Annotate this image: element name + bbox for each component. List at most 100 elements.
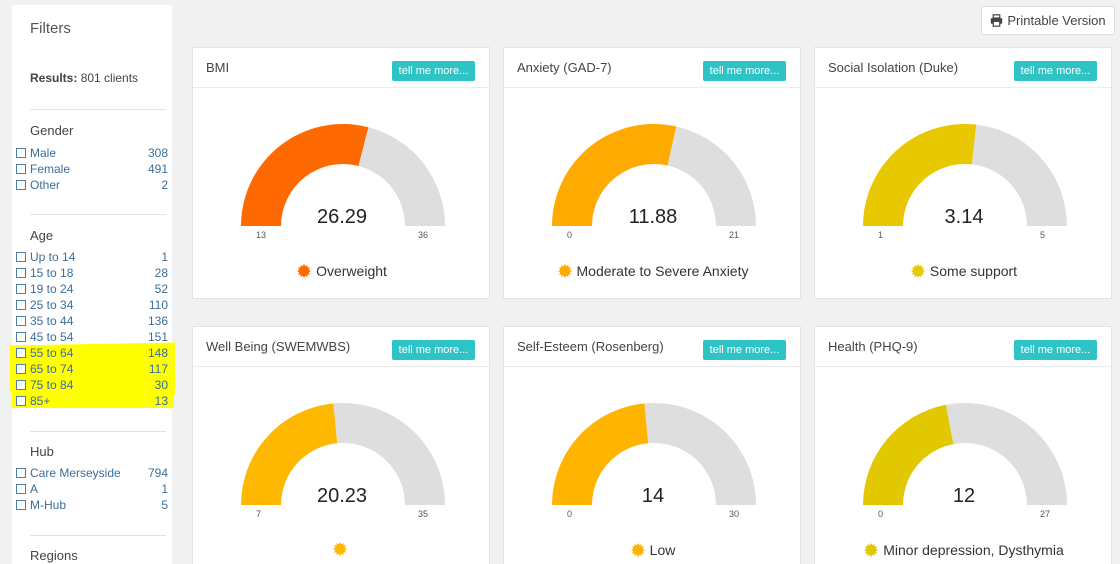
gauge-max-label: 30 bbox=[729, 509, 740, 519]
filter-option-count: 117 bbox=[148, 362, 168, 376]
filter-checkbox[interactable] bbox=[16, 364, 26, 374]
tell-me-more-button[interactable]: tell me more... bbox=[703, 61, 786, 81]
status-sun-icon bbox=[557, 264, 572, 278]
sidebar-separator bbox=[30, 431, 166, 432]
status-sun-icon bbox=[910, 264, 925, 278]
filter-checkbox[interactable] bbox=[16, 380, 26, 390]
gauge-fill bbox=[241, 403, 338, 505]
filter-checkbox[interactable] bbox=[16, 484, 26, 494]
gauge-status bbox=[193, 542, 491, 556]
gauge-card: Self-Esteem (Rosenberg) tell me more... 14… bbox=[503, 326, 801, 564]
filter-checkbox[interactable] bbox=[16, 252, 26, 262]
gauge-max-label: 21 bbox=[729, 230, 740, 240]
status-sun-icon bbox=[332, 542, 347, 556]
printable-version-label: Printable Version bbox=[1007, 13, 1106, 28]
filters-sidebar: Filters Results: 801 clients bbox=[12, 5, 172, 564]
filter-checkbox[interactable] bbox=[16, 268, 26, 278]
card-header: Social Isolation (Duke) tell me more... bbox=[815, 48, 1111, 88]
filter-group-heading: Age bbox=[30, 228, 54, 243]
card-title: Self-Esteem (Rosenberg) bbox=[517, 339, 664, 354]
filter-option-count: 28 bbox=[154, 266, 168, 280]
results-value: 801 clients bbox=[80, 71, 139, 85]
gauge-status-label: Minor depression, Dysthymia bbox=[883, 542, 1064, 558]
gauge-min-label: 7 bbox=[256, 509, 262, 519]
filter-option-count: 151 bbox=[147, 330, 168, 344]
tell-me-more-button[interactable]: tell me more... bbox=[703, 340, 786, 360]
card-title: Social Isolation (Duke) bbox=[828, 60, 959, 75]
filter-group-heading: Regions bbox=[30, 548, 78, 563]
filter-option[interactable]: Female 491 bbox=[16, 161, 168, 177]
filter-checkbox[interactable] bbox=[16, 180, 26, 190]
tell-me-more-button[interactable]: tell me more... bbox=[392, 340, 475, 360]
gauge-status: Low bbox=[504, 542, 802, 558]
filter-option-label: 75 to 84 bbox=[30, 378, 74, 392]
sidebar-separator bbox=[30, 535, 166, 536]
card-header: Anxiety (GAD-7) tell me more... bbox=[504, 48, 800, 88]
filter-option[interactable]: 35 to 44 136 bbox=[16, 313, 168, 329]
gauge-chart bbox=[863, 123, 1067, 226]
filter-checkbox[interactable] bbox=[16, 300, 26, 310]
status-sun-icon bbox=[630, 543, 645, 557]
filters-title: Filters bbox=[30, 20, 71, 37]
filter-option-count: 491 bbox=[147, 162, 168, 176]
filter-option-count: 30 bbox=[154, 378, 168, 392]
status-sun-icon bbox=[297, 264, 312, 278]
filter-option-count: 110 bbox=[148, 298, 168, 312]
gauge-fill bbox=[241, 124, 369, 226]
card-title: Anxiety (GAD-7) bbox=[517, 60, 612, 75]
filter-checkbox[interactable] bbox=[16, 500, 26, 510]
filter-option[interactable]: 85+ 13 bbox=[16, 393, 168, 409]
filter-option-count: 148 bbox=[147, 346, 168, 360]
filter-option[interactable]: 45 to 54 151 bbox=[16, 329, 168, 345]
tell-me-more-button[interactable]: tell me more... bbox=[1014, 61, 1097, 81]
filter-option[interactable]: 25 to 34 110 bbox=[16, 297, 168, 313]
gauge-max-label: 35 bbox=[418, 509, 429, 519]
filter-option[interactable]: M-Hub 5 bbox=[16, 497, 168, 513]
gauge-value: 3.14 bbox=[944, 206, 984, 228]
filter-checkbox[interactable] bbox=[16, 348, 26, 358]
filter-option[interactable]: Care Merseyside 794 bbox=[16, 465, 168, 481]
filter-checkbox[interactable] bbox=[16, 148, 26, 158]
filter-option-count: 52 bbox=[154, 282, 168, 296]
filter-option-label: 55 to 64 bbox=[30, 346, 74, 360]
filter-option[interactable]: 55 to 64 148 bbox=[16, 345, 168, 361]
results-summary: Results: 801 clients bbox=[30, 71, 138, 85]
filter-group-heading: Gender bbox=[30, 123, 74, 138]
filter-option[interactable]: Up to 14 1 bbox=[16, 249, 168, 265]
filter-option[interactable]: 65 to 74 117 bbox=[16, 361, 168, 377]
gauge-status-label: Some support bbox=[929, 263, 1018, 279]
filter-checkbox[interactable] bbox=[16, 316, 26, 326]
filter-option-label: 85+ bbox=[30, 394, 51, 408]
filter-option[interactable]: Other 2 bbox=[16, 177, 168, 193]
gauge-value: 11.88 bbox=[628, 206, 678, 228]
filter-option[interactable]: 75 to 84 30 bbox=[16, 377, 168, 393]
tell-me-more-button[interactable]: tell me more... bbox=[392, 61, 475, 81]
gauge-min-label: 0 bbox=[878, 509, 884, 519]
card-header: Self-Esteem (Rosenberg) tell me more... bbox=[504, 327, 800, 367]
filter-group-heading: Hub bbox=[30, 444, 54, 459]
tell-me-more-button[interactable]: tell me more... bbox=[1014, 340, 1097, 360]
filter-option-label: Male bbox=[30, 146, 57, 160]
filter-checkbox[interactable] bbox=[16, 468, 26, 478]
gauge-track bbox=[667, 126, 756, 226]
gauge-track bbox=[971, 124, 1067, 226]
gauge-min-label: 0 bbox=[567, 230, 573, 240]
gauge-card: Well Being (SWEMWBS) tell me more... 20.23… bbox=[192, 326, 490, 564]
filter-option[interactable]: 15 to 18 28 bbox=[16, 265, 168, 281]
filter-checkbox[interactable] bbox=[16, 396, 26, 406]
gauge-max-label: 27 bbox=[1040, 509, 1051, 519]
filter-checkbox[interactable] bbox=[16, 332, 26, 342]
filter-option-count: 136 bbox=[147, 314, 168, 328]
filter-option-label: 45 to 54 bbox=[30, 330, 74, 344]
printable-version-button[interactable]: Printable Version bbox=[981, 6, 1115, 35]
sidebar-separator bbox=[30, 109, 166, 110]
filter-checkbox[interactable] bbox=[16, 164, 26, 174]
filter-option[interactable]: 19 to 24 52 bbox=[16, 281, 168, 297]
gauge-card: BMI tell me more... 26.29 13 36 Overweight bbox=[192, 47, 490, 299]
gauge-chart bbox=[552, 403, 756, 505]
gauge-fill bbox=[863, 123, 977, 226]
filter-option[interactable]: Male 308 bbox=[16, 145, 168, 161]
gauge-card: Health (PHQ-9) tell me more... 12 0 27 Minor … bbox=[814, 326, 1112, 564]
filter-checkbox[interactable] bbox=[16, 284, 26, 294]
